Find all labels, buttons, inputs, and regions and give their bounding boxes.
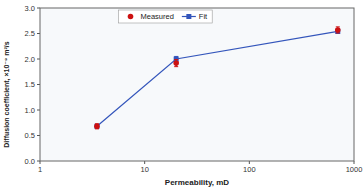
point <box>335 27 341 33</box>
x-tick-label: 1 <box>38 165 42 174</box>
chart: 0.0 0.5 1.0 1.5 2.0 2.5 3.0 1 10 100 1000 Permeabil… <box>0 0 364 189</box>
x-tick-label: 100 <box>243 165 256 174</box>
legend-item: Measured <box>128 12 174 21</box>
fit-line <box>97 31 338 126</box>
legend-label: Measured <box>141 12 174 21</box>
point <box>94 124 99 129</box>
plot-marks <box>94 27 340 129</box>
legend-marker <box>128 14 134 20</box>
y-tick-label: 2.5 <box>25 29 35 38</box>
point <box>94 124 100 130</box>
x-axis-label: Permeability, mD <box>165 178 230 187</box>
series <box>94 29 340 129</box>
y-tick-label: 2.0 <box>25 55 35 64</box>
y-tick-label: 3.0 <box>25 4 35 13</box>
legend-label: Fit <box>199 12 208 21</box>
legend-box <box>119 10 213 23</box>
y-tick-label: 0.5 <box>25 131 35 140</box>
x-tick-label: 10 <box>140 165 148 174</box>
legend-marker <box>186 14 191 19</box>
y-tick-label: 1.5 <box>25 80 35 89</box>
error-bar <box>336 27 340 33</box>
legend-item: Fit <box>182 12 208 21</box>
y-tick-label: 1.0 <box>25 106 35 115</box>
y-axis-label: Diffusion coefficient, ×10⁻⁹ m²/s <box>3 41 11 148</box>
plot-frame <box>40 8 354 161</box>
series <box>94 27 340 129</box>
plot-background <box>40 8 354 161</box>
y-tick-label: 0.0 <box>25 157 35 166</box>
point <box>173 60 179 66</box>
x-tick-label: 1000 <box>346 165 363 174</box>
legend: Measured Fit <box>119 10 213 23</box>
error-bar <box>95 124 99 129</box>
error-bar <box>174 60 178 67</box>
